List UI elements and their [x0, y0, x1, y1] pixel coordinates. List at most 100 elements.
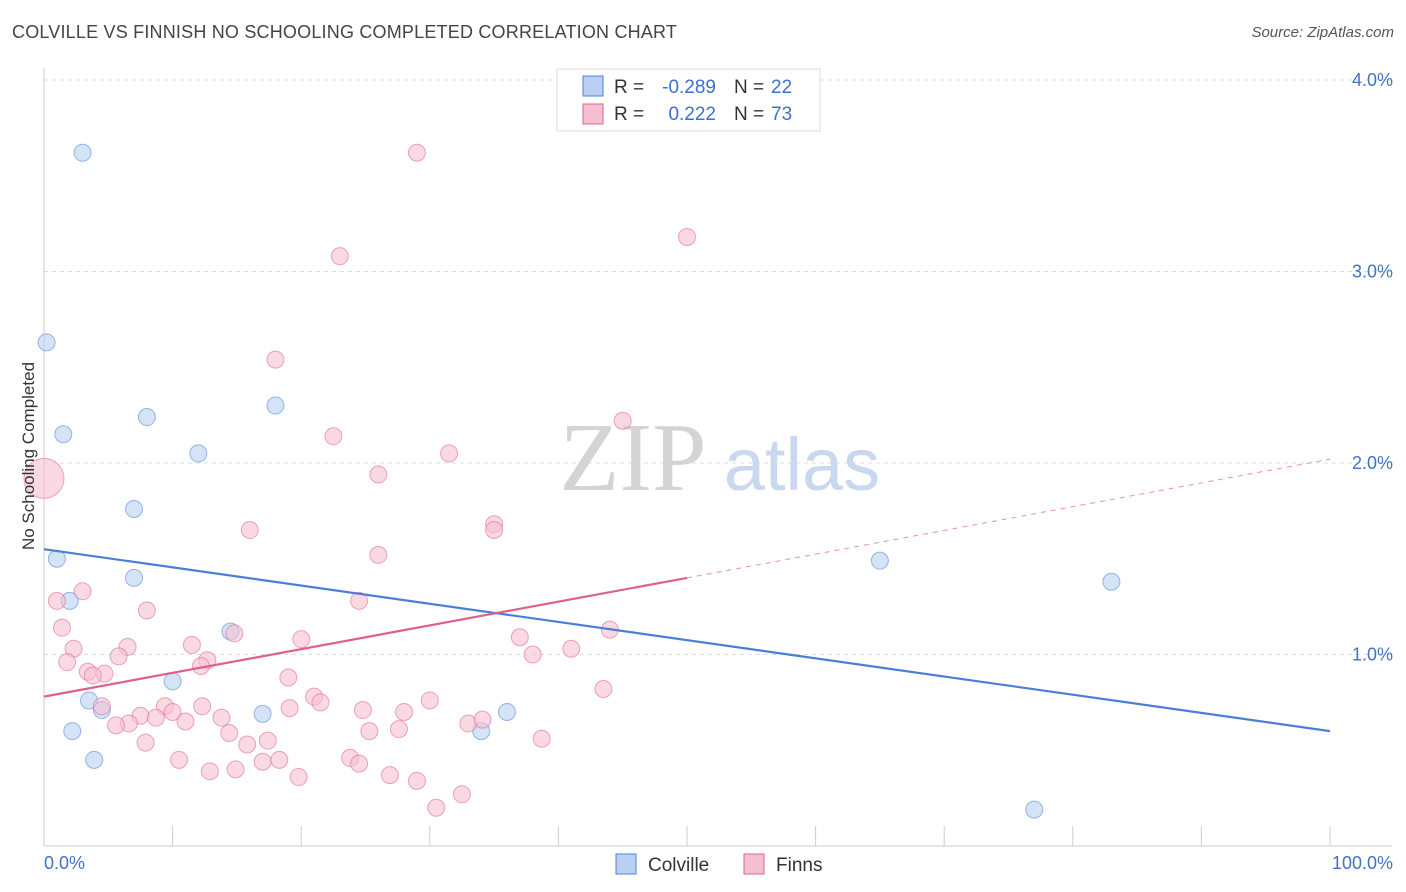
colville-point: [870, 551, 889, 570]
finns-point: [532, 729, 551, 748]
finns-point: [407, 771, 426, 790]
finns-point: [200, 762, 219, 781]
finns-point: [92, 697, 111, 716]
finns-point: [350, 591, 369, 610]
finns-point: [473, 710, 492, 729]
finns-point: [23, 457, 65, 499]
watermark-atlas: atlas: [724, 423, 880, 506]
finns-trend-line: [43, 576, 688, 698]
finns-point: [360, 722, 379, 741]
finns-point: [311, 693, 330, 712]
finns-point: [193, 697, 212, 716]
finns-point: [83, 666, 102, 685]
finns-point: [289, 768, 308, 787]
finns-point: [407, 143, 426, 162]
finns-point: [395, 702, 414, 721]
stats-box: R = -0.289 N = 22 R = 0.222 N = 73: [556, 68, 821, 132]
y-axis-label: No Schooling Completed: [19, 362, 38, 550]
colville-trend-line: [43, 548, 1331, 733]
finns-point: [280, 699, 299, 718]
finns-point: [163, 702, 182, 721]
finns-point: [562, 639, 581, 658]
grid: [44, 79, 1392, 655]
finns-point: [137, 601, 156, 620]
legend-finns-swatch: [743, 853, 765, 875]
legend-colville-swatch: [615, 853, 637, 875]
finns-point: [594, 679, 613, 698]
colville-point: [73, 143, 92, 162]
finns-point: [452, 785, 471, 804]
finns-point: [350, 754, 369, 773]
finns-point: [73, 582, 92, 601]
finns-point: [510, 628, 529, 647]
finns-point: [53, 618, 72, 637]
stats-finns-n-label: N =: [734, 104, 764, 125]
watermark-zip: ZIP: [560, 404, 707, 512]
finns-point: [253, 752, 272, 771]
finns-point: [176, 712, 195, 731]
finns-point: [212, 708, 231, 727]
finns-point: [225, 624, 244, 643]
finns-point: [182, 635, 201, 654]
colville-point: [125, 568, 144, 587]
colville-point: [63, 722, 82, 741]
axes: [43, 68, 1392, 847]
stats-colville-n-label: N =: [734, 77, 764, 98]
stats-finns-swatch: [582, 103, 604, 125]
finns-point: [324, 427, 343, 446]
finns-point: [238, 735, 257, 754]
finns-point: [279, 668, 298, 687]
colville-point: [137, 408, 156, 427]
finns-point: [47, 591, 66, 610]
colville-point: [163, 672, 182, 691]
stats-finns-n-value: 73: [771, 104, 792, 125]
y-tick-label: 3.0%: [1352, 262, 1393, 282]
finns-point: [380, 766, 399, 785]
source-label: Source: ZipAtlas.com: [1251, 24, 1394, 41]
finns-point: [353, 701, 372, 720]
finns-point: [270, 750, 289, 769]
finns-trend-extension: [686, 458, 1331, 579]
tick-labels: 1.0% 2.0% 3.0% 4.0% 0.0% 100.0%: [44, 70, 1393, 873]
finns-point: [678, 228, 696, 247]
colville-point: [1102, 572, 1121, 591]
x-tick-label: 100.0%: [1332, 853, 1393, 873]
trend-lines: [43, 458, 1331, 733]
finns-point: [369, 465, 388, 484]
finns-point: [420, 691, 439, 710]
finns-point: [427, 798, 446, 817]
finns-point: [389, 720, 408, 739]
colville-point: [1025, 800, 1044, 819]
stats-colville-n-value: 22: [771, 77, 792, 98]
finns-point: [523, 645, 542, 664]
finns-point: [240, 521, 259, 540]
y-tick-label: 4.0%: [1352, 70, 1393, 90]
legend: Colville Finns: [615, 853, 822, 876]
finns-point: [220, 724, 239, 743]
x-tick-label: 0.0%: [44, 853, 85, 873]
colville-point: [266, 396, 285, 415]
y-tick-label: 2.0%: [1352, 453, 1393, 473]
stats-colville-r-label: R =: [614, 77, 644, 98]
colville-point: [253, 704, 272, 723]
finns-point: [266, 350, 285, 369]
colville-point: [189, 444, 208, 463]
legend-finns-label: Finns: [776, 855, 822, 876]
colville-point: [125, 499, 144, 518]
finns-point: [136, 733, 155, 752]
colville-point: [85, 750, 104, 769]
finns-point: [440, 444, 459, 463]
finns-point: [485, 521, 504, 540]
finns-point: [292, 630, 311, 649]
finns-point: [170, 750, 189, 769]
finns-point: [369, 545, 388, 564]
finns-point: [330, 247, 349, 266]
colville-point: [497, 702, 516, 721]
colville-point: [54, 425, 73, 444]
stats-colville-swatch: [582, 75, 604, 97]
finns-point: [146, 708, 165, 727]
finns-point: [258, 731, 277, 750]
stats-colville-r-value: -0.289: [662, 77, 716, 98]
legend-colville-label: Colville: [648, 855, 709, 876]
